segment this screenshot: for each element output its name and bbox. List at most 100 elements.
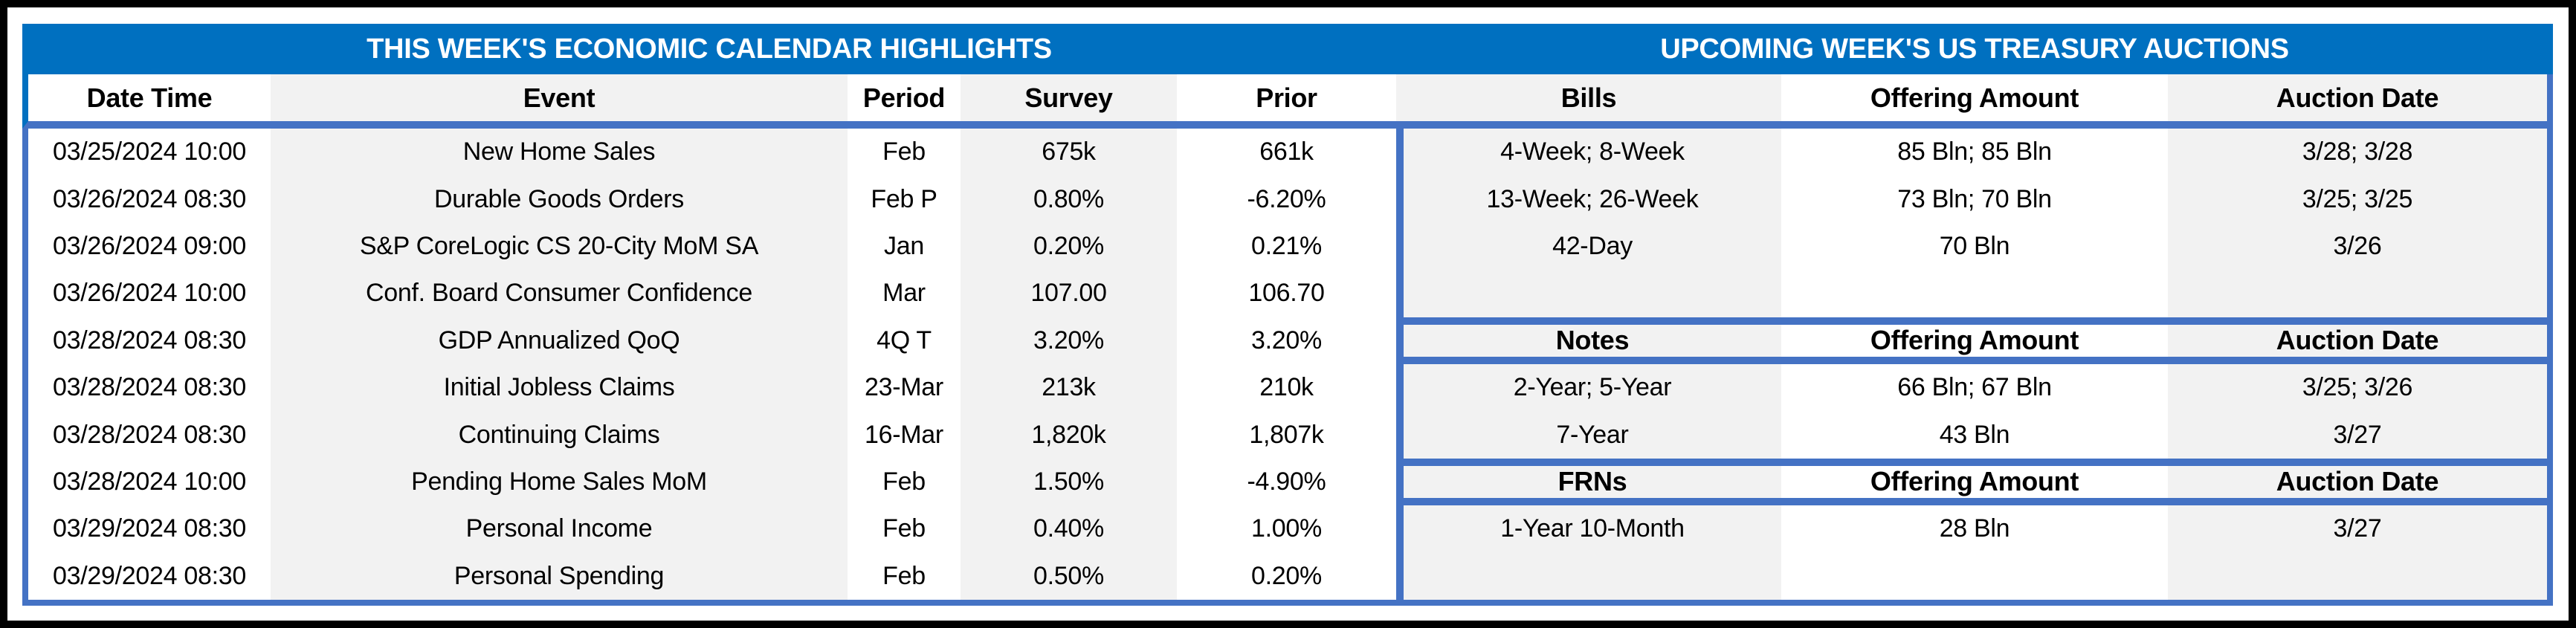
- cell-survey: 675k: [961, 129, 1177, 176]
- cell-offering-amount: 85 Bln; 85 Bln: [1781, 129, 2168, 176]
- cell-date-time: 03/25/2024 10:00: [28, 129, 271, 176]
- cell-survey: 0.40%: [961, 505, 1177, 553]
- economic-calendar-and-auctions-table: THIS WEEK'S ECONOMIC CALENDAR HIGHLIGHTS…: [22, 24, 2553, 606]
- cell-date-time: 03/28/2024 08:30: [28, 317, 271, 364]
- cell-prior: 0.20%: [1177, 552, 1396, 600]
- cell-offering-amount: 28 Bln: [1781, 505, 2168, 553]
- title-band: THIS WEEK'S ECONOMIC CALENDAR HIGHLIGHTS…: [22, 24, 2553, 74]
- calendar-row: 03/26/2024 09:00 S&P CoreLogic CS 20-Cit…: [28, 222, 1396, 271]
- cell-prior: 1.00%: [1177, 505, 1396, 553]
- cell-event: Durable Goods Orders: [271, 175, 848, 223]
- cell-auction-date: [2168, 552, 2547, 600]
- cell-prior: 1,807k: [1177, 411, 1396, 459]
- notes-header-row: Notes Offering Amount Auction Date: [1404, 317, 2547, 364]
- cell-event: Personal Income: [271, 505, 848, 553]
- cell-offering-amount: 43 Bln: [1781, 411, 2168, 459]
- calendar-row: 03/28/2024 10:00 Pending Home Sales MoM …: [28, 458, 1396, 506]
- cell-offering-amount: 73 Bln; 70 Bln: [1781, 175, 2168, 223]
- cell-security: 7-Year: [1404, 411, 1781, 459]
- col-header-event: Event: [271, 74, 848, 121]
- cell-survey: 0.80%: [961, 175, 1177, 223]
- cell-survey: 107.00: [961, 270, 1177, 317]
- calendar-header-row: Date Time Event Period Survey Prior: [22, 74, 1396, 129]
- cell-auction-date: 3/26: [2168, 222, 2547, 271]
- cell-event: Personal Spending: [271, 552, 848, 600]
- col-header-auction-date: Auction Date: [2168, 465, 2547, 499]
- cell-event: New Home Sales: [271, 129, 848, 176]
- cell-auction-date: 3/27: [2168, 505, 2547, 553]
- cell-period: 16-Mar: [848, 411, 961, 459]
- calendar-row: 03/28/2024 08:30 Continuing Claims 16-Ma…: [28, 411, 1396, 459]
- calendar-row: 03/29/2024 08:30 Personal Income Feb 0.4…: [28, 505, 1396, 553]
- col-header-notes: Notes: [1404, 324, 1781, 357]
- cell-event: Conf. Board Consumer Confidence: [271, 270, 848, 317]
- cell-event: Pending Home Sales MoM: [271, 458, 848, 506]
- calendar-row: 03/28/2024 08:30 Initial Jobless Claims …: [28, 364, 1396, 412]
- cell-offering-amount: 70 Bln: [1781, 222, 2168, 271]
- frns-row: 1-Year 10-Month 28 Bln 3/27: [1404, 505, 2547, 553]
- cell-prior: 661k: [1177, 129, 1396, 176]
- cell-date-time: 03/28/2024 08:30: [28, 411, 271, 459]
- cell-date-time: 03/28/2024 10:00: [28, 458, 271, 506]
- cell-security: 42-Day: [1404, 222, 1781, 271]
- cell-period: Feb P: [848, 175, 961, 223]
- cell-security: 1-Year 10-Month: [1404, 505, 1781, 553]
- calendar-title: THIS WEEK'S ECONOMIC CALENDAR HIGHLIGHTS: [367, 33, 1052, 65]
- bills-row-empty: [1404, 270, 2547, 317]
- cell-security: 4-Week; 8-Week: [1404, 129, 1781, 176]
- cell-period: Feb: [848, 458, 961, 506]
- bills-row: 4-Week; 8-Week 85 Bln; 85 Bln 3/28; 3/28: [1404, 129, 2547, 176]
- col-header-frns: FRNs: [1404, 465, 1781, 499]
- cell-period: Mar: [848, 270, 961, 317]
- cell-event: Continuing Claims: [271, 411, 848, 459]
- cell-offering-amount: [1781, 552, 2168, 600]
- col-header-period: Period: [848, 74, 961, 121]
- cell-survey: 0.20%: [961, 222, 1177, 271]
- calendar-row: 03/29/2024 08:30 Personal Spending Feb 0…: [28, 552, 1396, 600]
- cell-prior: 210k: [1177, 364, 1396, 412]
- calendar-rows: 03/25/2024 10:00 New Home Sales Feb 675k…: [22, 129, 1396, 600]
- cell-date-time: 03/26/2024 08:30: [28, 175, 271, 223]
- cell-auction-date: 3/28; 3/28: [2168, 129, 2547, 176]
- cell-prior: 106.70: [1177, 270, 1396, 317]
- notes-row: 2-Year; 5-Year 66 Bln; 67 Bln 3/25; 3/26: [1404, 364, 2547, 412]
- col-header-offering-amount: Offering Amount: [1781, 324, 2168, 357]
- bills-row: 13-Week; 26-Week 73 Bln; 70 Bln 3/25; 3/…: [1404, 175, 2547, 223]
- calendar-row: 03/28/2024 08:30 GDP Annualized QoQ 4Q T…: [28, 317, 1396, 364]
- auction-rows: 4-Week; 8-Week 85 Bln; 85 Bln 3/28; 3/28…: [1396, 129, 2547, 600]
- cell-offering-amount: [1781, 270, 2168, 317]
- cell-date-time: 03/26/2024 10:00: [28, 270, 271, 317]
- cell-auction-date: 3/25; 3/25: [2168, 175, 2547, 223]
- cell-period: Jan: [848, 222, 961, 271]
- treasury-auctions-panel: Bills Offering Amount Auction Date 4-Wee…: [1396, 74, 2553, 600]
- cell-security: [1404, 270, 1781, 317]
- cell-event: GDP Annualized QoQ: [271, 317, 848, 364]
- cell-period: Feb: [848, 505, 961, 553]
- calendar-row: 03/26/2024 10:00 Conf. Board Consumer Co…: [28, 270, 1396, 317]
- cell-period: Feb: [848, 552, 961, 600]
- cell-survey: 213k: [961, 364, 1177, 412]
- cell-auction-date: 3/27: [2168, 411, 2547, 459]
- col-header-auction-date: Auction Date: [2168, 74, 2547, 121]
- cell-security: 13-Week; 26-Week: [1404, 175, 1781, 223]
- frns-row-empty: [1404, 552, 2547, 600]
- col-header-offering-amount: Offering Amount: [1781, 74, 2168, 121]
- cell-security: [1404, 552, 1781, 600]
- frns-header-row: FRNs Offering Amount Auction Date: [1404, 458, 2547, 506]
- col-header-date-time: Date Time: [28, 74, 271, 121]
- auctions-title: UPCOMING WEEK'S US TREASURY AUCTIONS: [1660, 33, 2289, 65]
- bills-row: 42-Day 70 Bln 3/26: [1404, 222, 2547, 271]
- calendar-row: 03/26/2024 08:30 Durable Goods Orders Fe…: [28, 175, 1396, 223]
- cell-survey: 3.20%: [961, 317, 1177, 364]
- col-header-survey: Survey: [961, 74, 1177, 121]
- cell-offering-amount: 66 Bln; 67 Bln: [1781, 364, 2168, 412]
- bills-header-row: Bills Offering Amount Auction Date: [1396, 74, 2547, 129]
- cell-period: 4Q T: [848, 317, 961, 364]
- cell-auction-date: [2168, 270, 2547, 317]
- economic-calendar-panel: Date Time Event Period Survey Prior 03/2…: [22, 74, 1396, 600]
- cell-date-time: 03/29/2024 08:30: [28, 505, 271, 553]
- cell-period: 23-Mar: [848, 364, 961, 412]
- cell-event: S&P CoreLogic CS 20-City MoM SA: [271, 222, 848, 271]
- col-header-offering-amount: Offering Amount: [1781, 465, 2168, 499]
